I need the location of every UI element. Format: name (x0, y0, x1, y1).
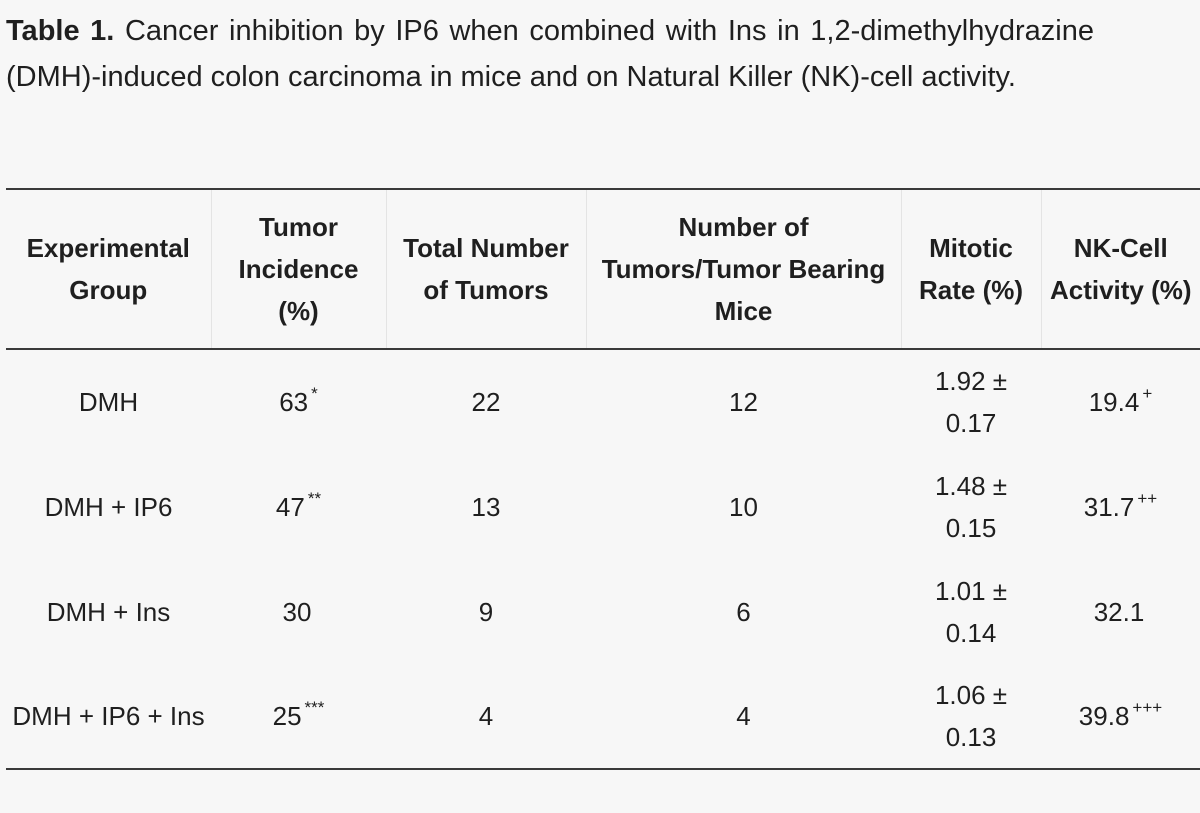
cell-total: 22 (471, 387, 501, 417)
table-row: DMH + IP6 + Ins 25 *** 4 4 1.06 ± 0.13 39… (6, 664, 1200, 769)
cell-group: DMH + IP6 + Ins (12, 701, 205, 731)
cell-mitotic: 1.92 ± 0.17 (934, 366, 1008, 438)
significance-mark: +++ (1132, 698, 1163, 718)
incidence-value: 25 (272, 701, 302, 731)
nk-value: 31.7 (1083, 491, 1135, 522)
table-caption: Table 1. Cancer inhibition by IP6 when c… (6, 8, 1094, 100)
cell-total: 9 (478, 596, 494, 627)
cell-nk: 31.7 ++ (1041, 454, 1200, 559)
cell-nk: 32.1 (1041, 559, 1200, 664)
cell-per-mouse: 12 (729, 387, 758, 417)
nk-value: 32.1 (1093, 596, 1145, 627)
cell-incidence: 47 ** (211, 454, 386, 559)
cell-mitotic: 1.48 ± 0.15 (934, 470, 1008, 543)
significance-mark: ** (307, 488, 322, 508)
cell-total: 4 (478, 701, 494, 731)
cell-nk: 19.4 + (1041, 349, 1200, 454)
incidence-value: 63 (279, 387, 309, 417)
cell-incidence: 25 *** (211, 664, 386, 769)
header-tumors-per-mouse: Number of Tumors/Tumor Bearing Mice (585, 189, 901, 349)
cell-incidence: 63 * (211, 349, 386, 454)
nk-value: 39.8 (1078, 701, 1130, 731)
cell-total: 13 (471, 491, 501, 522)
header-nk-activity: NK-Cell Activity (%) (1040, 189, 1200, 349)
table-row: DMH + Ins 30 9 6 1.01 ± 0.14 32.1 (6, 559, 1200, 664)
table-row: DMH + IP6 47 ** 13 10 1.48 ± 0.15 31.7 ++ (6, 454, 1200, 559)
cell-mitotic: 1.06 ± 0.13 (934, 680, 1008, 752)
cell-per-mouse: 4 (736, 701, 751, 731)
cell-incidence: 30 (211, 559, 386, 664)
table-header-row: Experimental Group Tumor Incidence (%) T… (6, 189, 1200, 349)
cell-nk: 39.8 +++ (1041, 664, 1200, 769)
cell-group: DMH (78, 387, 139, 417)
incidence-value: 47 (275, 491, 305, 522)
significance-mark: + (1142, 384, 1153, 404)
cell-group: DMH + IP6 (44, 491, 173, 522)
cell-per-mouse: 6 (736, 596, 751, 627)
header-tumor-incidence: Tumor Incidence (%) (210, 189, 386, 349)
cell-mitotic: 1.01 ± 0.14 (934, 575, 1008, 648)
significance-mark: ++ (1137, 488, 1158, 508)
significance-mark: * (311, 384, 318, 404)
data-table: Experimental Group Tumor Incidence (%) T… (6, 188, 1200, 770)
incidence-value: 30 (282, 596, 312, 627)
header-total-tumors: Total Number of Tumors (385, 189, 586, 349)
table-row: DMH 63 * 22 12 1.92 ± 0.17 19.4 + (6, 349, 1200, 454)
significance-mark: *** (304, 698, 325, 718)
cell-group: DMH + Ins (46, 596, 171, 627)
table-caption-text: Cancer inhibition by IP6 when combined w… (6, 15, 1094, 93)
cell-per-mouse: 10 (729, 491, 758, 522)
header-mitotic-rate: Mitotic Rate (%) (900, 189, 1041, 349)
nk-value: 19.4 (1088, 387, 1140, 417)
table-label: Table 1. (6, 15, 115, 47)
data-table-container: Experimental Group Tumor Incidence (%) T… (6, 188, 1200, 770)
header-experimental-group: Experimental Group (26, 233, 190, 305)
